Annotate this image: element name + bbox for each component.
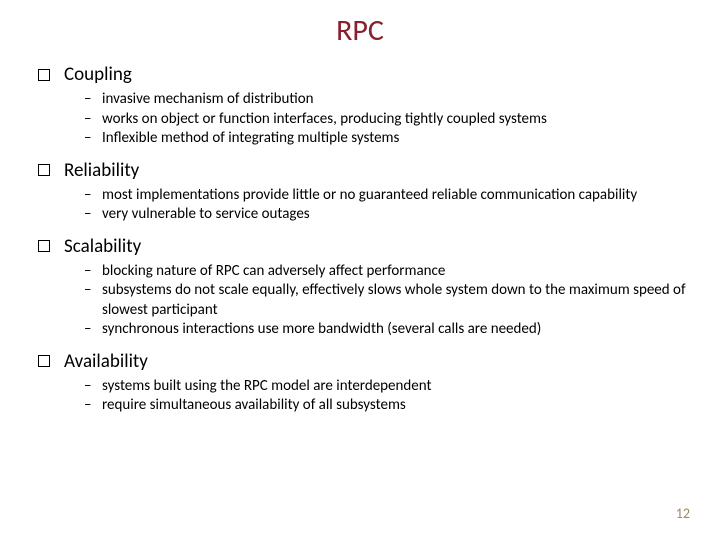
slide-title: RPC bbox=[24, 12, 696, 49]
section-reliability: Reliability most implementations provide… bbox=[24, 159, 696, 225]
section-heading: Availability bbox=[64, 350, 148, 373]
section-heading: Coupling bbox=[64, 63, 132, 86]
sub-list: most implementations provide little or n… bbox=[84, 186, 696, 225]
list-item: Inflexible method of integrating multipl… bbox=[84, 129, 696, 149]
box-bullet-icon bbox=[38, 240, 50, 252]
section-header: Scalability bbox=[38, 235, 696, 258]
page-number: 12 bbox=[676, 505, 690, 522]
list-item: blocking nature of RPC can adversely aff… bbox=[84, 262, 696, 282]
sub-list: invasive mechanism of distribution works… bbox=[84, 90, 696, 149]
sub-list: systems built using the RPC model are in… bbox=[84, 377, 696, 416]
section-scalability: Scalability blocking nature of RPC can a… bbox=[24, 235, 696, 340]
section-availability: Availability systems built using the RPC… bbox=[24, 350, 696, 416]
list-item: very vulnerable to service outages bbox=[84, 205, 696, 225]
box-bullet-icon bbox=[38, 69, 50, 81]
list-item: works on object or function interfaces, … bbox=[84, 110, 696, 130]
section-header: Coupling bbox=[38, 63, 696, 86]
section-header: Availability bbox=[38, 350, 696, 373]
list-item: systems built using the RPC model are in… bbox=[84, 377, 696, 397]
section-heading: Reliability bbox=[64, 159, 139, 182]
list-item: subsystems do not scale equally, effecti… bbox=[84, 281, 696, 320]
list-item: invasive mechanism of distribution bbox=[84, 90, 696, 110]
box-bullet-icon bbox=[38, 355, 50, 367]
section-header: Reliability bbox=[38, 159, 696, 182]
section-coupling: Coupling invasive mechanism of distribut… bbox=[24, 63, 696, 149]
box-bullet-icon bbox=[38, 164, 50, 176]
list-item: synchronous interactions use more bandwi… bbox=[84, 320, 696, 340]
list-item: require simultaneous availability of all… bbox=[84, 396, 696, 416]
list-item: most implementations provide little or n… bbox=[84, 186, 696, 206]
section-heading: Scalability bbox=[64, 235, 141, 258]
sub-list: blocking nature of RPC can adversely aff… bbox=[84, 262, 696, 340]
